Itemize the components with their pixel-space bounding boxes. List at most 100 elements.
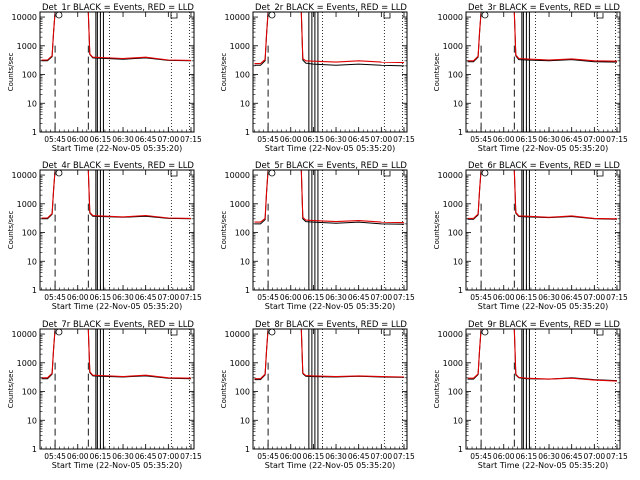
y-tick-label: 10: [453, 99, 463, 108]
x-tick-label: 06:00: [280, 452, 302, 461]
x-tick-label: 06:30: [325, 293, 347, 302]
detector-panel-2: Det_2r BLACK = Events, RED = LLD 1 10 100 10…: [220, 3, 415, 153]
x-axis-label: Start Time (22-Nov-05 05:35:20): [478, 144, 608, 153]
x-tick-label: 07:15: [606, 135, 628, 144]
y-tick-label: 10: [27, 257, 37, 266]
y-axis-label: Counts/sec: [7, 53, 15, 92]
marker-lines: [480, 12, 616, 132]
x-tick-label: 06:00: [67, 293, 89, 302]
x-tick-label: 05:45: [257, 135, 279, 144]
x-tick-label: 06:00: [493, 293, 515, 302]
y-axis: 1 10 100 1000 10000: [438, 13, 620, 137]
detector-panel-9: Det_9r BLACK = Events, RED = LLD 1 10 100 10…: [433, 320, 628, 470]
x-tick-label: 06:15: [90, 293, 112, 302]
marker-lines: [267, 170, 403, 290]
x-tick-label: 06:00: [280, 293, 302, 302]
detector-panel-6: Det_6r BLACK = Events, RED = LLD 1 10 100 10…: [433, 161, 628, 311]
series-line-events: [254, 329, 405, 381]
detector-panel-1: Det_1r BLACK = Events, RED = LLD 1 10 100 10…: [7, 3, 202, 153]
x-tick-label: 07:00: [158, 452, 180, 461]
panel-title: Det_5r BLACK = Events, RED = LLD: [255, 161, 407, 171]
detector-panel-3: Det_3r BLACK = Events, RED = LLD 1 10 100 10…: [433, 3, 628, 153]
series-line-events: [467, 329, 618, 382]
x-tick-label: 06:15: [516, 452, 538, 461]
y-tick-label: 10: [27, 416, 37, 425]
series-group: [41, 329, 192, 380]
x-tick-label: 06:30: [325, 135, 347, 144]
x-tick-label: 05:45: [44, 452, 66, 461]
x-axis: 05:45 06:00 06:15 06:30 06:45 07:00 07:15: [41, 12, 202, 144]
panel-title: Det_8r BLACK = Events, RED = LLD: [255, 320, 407, 330]
detector-panel-7: Det_7r BLACK = Events, RED = LLD 1 10 100 10…: [7, 320, 202, 470]
y-tick-label: 1000: [17, 200, 37, 209]
marker-lines: [54, 329, 190, 449]
y-tick-label: 1000: [230, 359, 250, 368]
x-tick-label: 06:00: [493, 452, 515, 461]
x-axis: 05:45 06:00 06:15 06:30 06:45 07:00 07:15: [254, 170, 415, 302]
y-axis-label: Counts/sec: [220, 211, 228, 250]
series-line-lld: [41, 170, 192, 219]
x-tick-label: 07:15: [393, 452, 415, 461]
x-tick-label: 05:45: [257, 452, 279, 461]
marker-lines: [54, 170, 190, 290]
y-tick-label: 10: [240, 416, 250, 425]
y-axis: 1 10 100 1000 10000: [225, 13, 407, 137]
y-axis-label: Counts/sec: [220, 370, 228, 409]
y-axis: 1 10 100 1000 10000: [12, 171, 194, 295]
y-tick-label: 1: [32, 445, 37, 454]
y-tick-label: 10000: [438, 330, 463, 339]
series-group: [41, 12, 192, 62]
x-tick-label: 06:15: [90, 135, 112, 144]
series-line-events: [254, 170, 405, 225]
panel-title: Det_4r BLACK = Events, RED = LLD: [42, 161, 194, 171]
plot-frame: [39, 328, 195, 450]
x-tick-label: 05:45: [470, 135, 492, 144]
series-line-lld: [467, 329, 618, 382]
x-axis: 05:45 06:00 06:15 06:30 06:45 07:00 07:15: [254, 329, 415, 461]
y-tick-label: 1000: [17, 359, 37, 368]
x-tick-label: 07:00: [584, 293, 606, 302]
detector-panel-5: Det_5r BLACK = Events, RED = LLD 1 10 100 10…: [220, 161, 415, 311]
plot-frame: [252, 328, 408, 450]
bracket-marker: [170, 330, 178, 336]
x-axis: 05:45 06:00 06:15 06:30 06:45 07:00 07:15: [467, 329, 628, 461]
x-tick-label: 06:30: [538, 135, 560, 144]
y-axis-label: Counts/sec: [7, 211, 15, 250]
y-tick-label: 10: [240, 99, 250, 108]
x-tick-label: 06:45: [135, 135, 157, 144]
y-axis-label: Counts/sec: [220, 53, 228, 92]
series-group: [254, 12, 405, 67]
y-axis: 1 10 100 1000 10000: [12, 13, 194, 137]
x-tick-label: 06:15: [516, 135, 538, 144]
detector-panel-4: Det_4r BLACK = Events, RED = LLD 1 10 100 10…: [7, 161, 202, 311]
x-tick-label: 06:45: [561, 452, 583, 461]
series-line-lld: [467, 170, 618, 220]
x-tick-label: 05:45: [44, 293, 66, 302]
series-group: [254, 170, 405, 225]
y-axis: 1 10 100 1000 10000: [12, 330, 194, 454]
x-tick-label: 07:15: [180, 293, 202, 302]
x-tick-label: 06:15: [303, 293, 325, 302]
series-group: [467, 12, 618, 63]
bracket-marker: [383, 13, 391, 19]
x-axis: 05:45 06:00 06:15 06:30 06:45 07:00 07:15: [41, 329, 202, 461]
y-axis-label: Counts/sec: [433, 53, 441, 92]
y-tick-label: 1: [245, 286, 250, 295]
y-tick-label: 10: [453, 257, 463, 266]
y-tick-label: 100: [448, 229, 463, 238]
x-tick-label: 06:30: [112, 452, 134, 461]
x-tick-label: 06:45: [348, 135, 370, 144]
x-tick-label: 07:15: [393, 293, 415, 302]
x-tick-label: 06:00: [67, 135, 89, 144]
detector-panel-8: Det_8r BLACK = Events, RED = LLD 1 10 100 10…: [220, 320, 415, 470]
series-line-events: [41, 170, 192, 220]
y-tick-label: 100: [235, 229, 250, 238]
marker-lines: [480, 170, 616, 290]
y-tick-label: 1: [458, 445, 463, 454]
x-tick-label: 07:00: [584, 452, 606, 461]
marker-lines: [267, 12, 403, 132]
y-tick-label: 100: [235, 71, 250, 80]
y-tick-label: 100: [235, 388, 250, 397]
bracket-marker: [596, 330, 604, 336]
panel-title: Det_6r BLACK = Events, RED = LLD: [468, 161, 620, 171]
